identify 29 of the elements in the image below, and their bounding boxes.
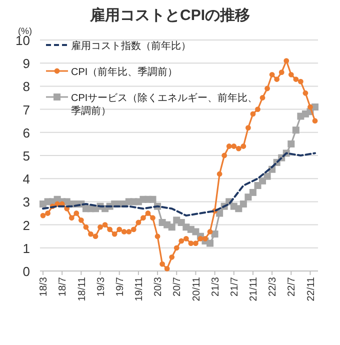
y-tick-label: 9 xyxy=(22,56,30,72)
y-tick-label: 2 xyxy=(22,218,30,233)
x-tick-label: 20/7 xyxy=(172,276,184,296)
y-tick-label: 4 xyxy=(22,172,30,187)
x-tick-label: 22/11 xyxy=(306,276,317,302)
x-tick-label: 20/11 xyxy=(191,276,202,302)
x-tick-label: 18/3 xyxy=(38,276,50,296)
x-tick-label: 21/11 xyxy=(248,276,260,302)
x-tick-label: 20/3 xyxy=(153,276,164,296)
x-tick-label: 22/3 xyxy=(268,276,279,296)
legend-label: 雇用コスト指数（前年比） xyxy=(71,40,191,52)
x-tick-label: 19/11 xyxy=(134,276,146,302)
y-tick-label: 0 xyxy=(22,264,30,279)
y-tick-label: 1 xyxy=(22,240,30,256)
legend-label: CPIサービス（除くエネルギー、前年比、季調前） xyxy=(71,92,258,117)
y-tick-label: 3 xyxy=(22,194,30,210)
y-tick-label: 8 xyxy=(22,79,30,94)
chart-title: 雇用コストとCPIの推移 xyxy=(88,6,250,24)
x-tick-label: 19/3 xyxy=(96,276,107,296)
x-tick-label: 19/7 xyxy=(114,276,126,296)
x-tick-label: 21/3 xyxy=(210,276,222,296)
x-tick-label: 22/7 xyxy=(286,276,298,296)
legend-label: CPI（前年比、季調前） xyxy=(71,66,178,78)
x-tick-label: 18/11 xyxy=(76,276,88,302)
y-tick-label: 6 xyxy=(22,125,30,140)
x-tick-label: 18/7 xyxy=(58,276,69,296)
x-tick-label: 21/7 xyxy=(229,276,240,296)
y-tick-label: 7 xyxy=(22,102,30,118)
y-tick-label: 5 xyxy=(22,148,30,164)
